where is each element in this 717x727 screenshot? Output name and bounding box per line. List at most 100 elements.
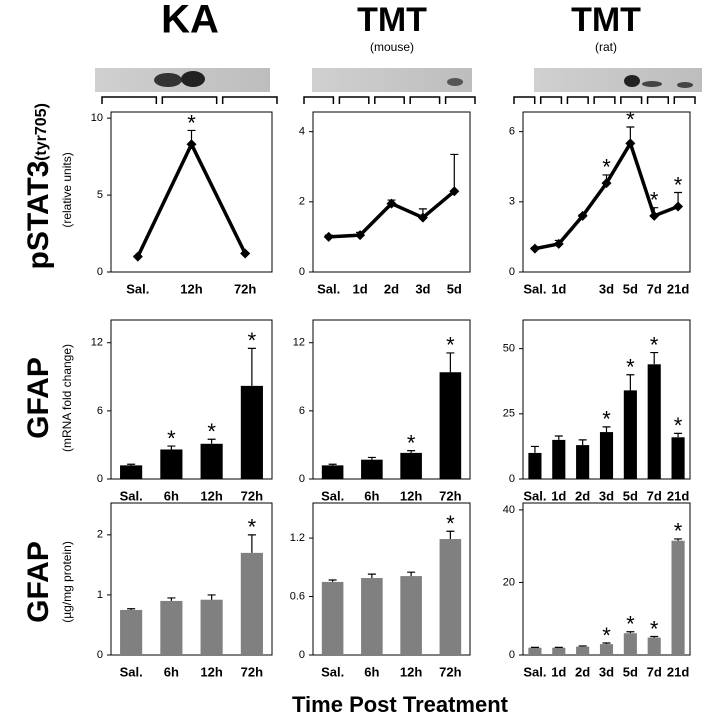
significance-mark: * xyxy=(187,110,196,135)
blot-band xyxy=(624,75,640,87)
error-bar xyxy=(248,348,256,385)
significance-mark: * xyxy=(207,419,216,444)
bar xyxy=(576,445,589,479)
x-tick-label: Sal. xyxy=(120,664,143,679)
significance-mark: * xyxy=(674,413,683,438)
bar xyxy=(241,386,263,479)
x-tick-label: 72h xyxy=(439,664,461,679)
y-tick-label: 0 xyxy=(299,649,305,661)
point xyxy=(530,244,540,254)
blot-band xyxy=(677,82,693,88)
y-tick-label: 0 xyxy=(509,266,515,278)
y-tick-label: 5 xyxy=(97,189,103,201)
x-tick-label: 3d xyxy=(599,281,614,296)
y-tick-label: 40 xyxy=(503,504,515,516)
error-bar xyxy=(208,595,216,600)
y-tick-label: 0 xyxy=(97,473,103,485)
significance-mark: * xyxy=(248,515,257,540)
x-tick-label: 7d xyxy=(647,664,662,679)
blot-bracket xyxy=(410,97,439,104)
error-bar xyxy=(407,572,415,576)
y-tick-label: 6 xyxy=(299,405,305,417)
blot-band xyxy=(181,71,205,87)
error-bar xyxy=(329,464,337,465)
x-tick-label: 6h xyxy=(364,488,379,503)
blot-bracket xyxy=(102,97,156,104)
bar xyxy=(528,453,541,479)
x-tick-label: 2d xyxy=(384,281,399,296)
blot-bracket xyxy=(446,97,475,104)
line xyxy=(329,191,455,237)
significance-mark: * xyxy=(602,407,611,432)
significance-mark: * xyxy=(650,332,659,357)
y-tick-label: 1 xyxy=(97,589,103,601)
x-tick-label: 3d xyxy=(599,488,614,503)
blot-band xyxy=(154,73,182,87)
bar xyxy=(241,553,263,655)
significance-mark: * xyxy=(167,426,176,451)
x-tick-label: 5d xyxy=(623,488,638,503)
bar xyxy=(322,465,344,479)
bar xyxy=(400,576,422,655)
blot-bracket xyxy=(162,97,216,104)
x-tick-label: Sal. xyxy=(126,281,149,296)
column-title: TMT xyxy=(357,1,427,39)
plot-frame xyxy=(313,112,470,272)
error-bar xyxy=(450,154,458,191)
bar xyxy=(672,541,685,655)
y-tick-label: 12 xyxy=(91,337,103,349)
significance-mark: * xyxy=(626,355,635,380)
column-title: TMT xyxy=(571,1,641,39)
row-label: GFAP (mRNA fold change) xyxy=(22,344,74,452)
x-axis-title: Time Post Treatment xyxy=(292,692,509,717)
line xyxy=(138,144,245,256)
x-tick-label: 21d xyxy=(667,281,689,296)
error-bar xyxy=(127,609,135,610)
x-tick-label: 7d xyxy=(647,488,662,503)
y-tick-label: 12 xyxy=(293,337,305,349)
row-label: GFAP (µg/mg protein) xyxy=(22,541,74,623)
blot-band xyxy=(447,78,463,86)
bar xyxy=(648,364,661,479)
x-tick-label: 72h xyxy=(241,664,263,679)
row-unit: (relative units) xyxy=(60,152,74,227)
blot-bracket xyxy=(621,97,642,104)
y-tick-label: 4 xyxy=(299,126,305,138)
bar xyxy=(624,390,637,479)
x-tick-label: 12h xyxy=(400,664,422,679)
bar xyxy=(160,449,182,479)
x-tick-label: 12h xyxy=(200,664,222,679)
y-tick-label: 6 xyxy=(509,126,515,138)
y-tick-label: 0.6 xyxy=(290,590,305,602)
x-tick-label: 2d xyxy=(575,664,590,679)
x-tick-label: 1d xyxy=(551,281,566,296)
significance-mark: * xyxy=(626,107,635,132)
significance-mark: * xyxy=(674,519,683,544)
y-tick-label: 6 xyxy=(97,405,103,417)
bar xyxy=(552,648,565,655)
x-tick-label: 12h xyxy=(400,488,422,503)
y-tick-label: 0 xyxy=(509,473,515,485)
blots xyxy=(95,68,702,92)
x-tick-label: Sal. xyxy=(317,281,340,296)
bar xyxy=(120,465,142,479)
bar xyxy=(322,582,344,655)
significance-mark: * xyxy=(674,172,683,197)
blot-band xyxy=(642,81,662,87)
bar xyxy=(361,578,383,655)
x-tick-label: 21d xyxy=(667,488,689,503)
error-bar xyxy=(329,580,337,582)
x-tick-label: Sal. xyxy=(321,488,344,503)
significance-mark: * xyxy=(446,333,455,358)
significance-mark: * xyxy=(626,612,635,637)
error-bar xyxy=(368,457,376,459)
y-tick-label: 2 xyxy=(97,529,103,541)
x-tick-label: Sal. xyxy=(523,281,546,296)
row-unit: (mRNA fold change) xyxy=(60,344,74,452)
y-tick-label: 25 xyxy=(503,408,515,420)
x-tick-label: 5d xyxy=(623,664,638,679)
row-unit: (µg/mg protein) xyxy=(60,541,74,623)
x-tick-label: Sal. xyxy=(523,664,546,679)
point xyxy=(673,202,683,212)
significance-mark: * xyxy=(446,511,455,536)
